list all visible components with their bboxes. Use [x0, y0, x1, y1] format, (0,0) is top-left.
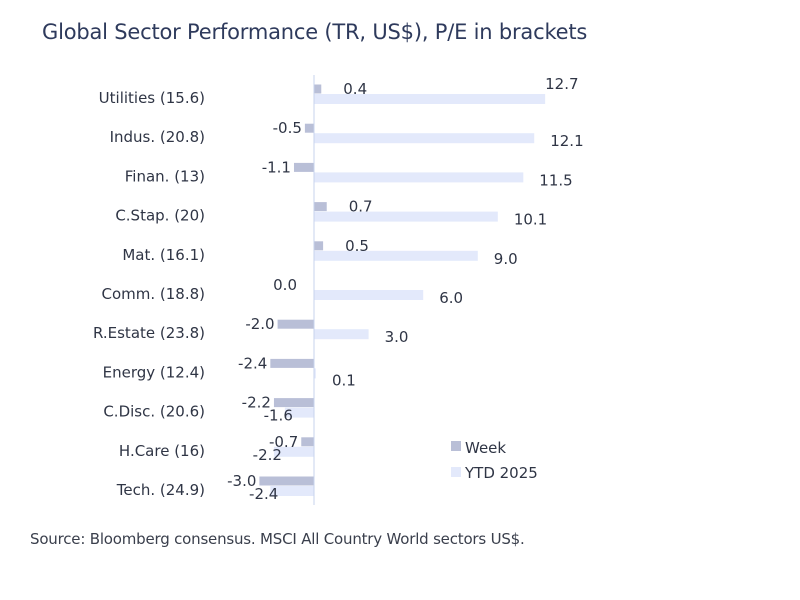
ytd-bars: [270, 94, 546, 496]
chart-legend: Week YTD 2025: [451, 439, 538, 482]
chart-title: Global Sector Performance (TR, US$), P/E…: [42, 20, 588, 44]
category-label-tech: Tech. (24.9): [116, 481, 205, 499]
ytd-value-label-tech: -2.4: [249, 485, 278, 503]
week-bar-restate: [277, 319, 314, 329]
week-bar-finan: [293, 162, 314, 172]
week-value-label-utilities: 0.4: [343, 80, 367, 98]
legend-label-ytd: YTD 2025: [464, 464, 538, 482]
legend-swatch-ytd: [451, 467, 461, 477]
source-note: Source: Bloomberg consensus. MSCI All Co…: [30, 530, 525, 548]
category-label-finan: Finan. (13): [125, 167, 205, 185]
value-labels: 0.4 12.7 -0.5 12.1 -1.1 11.5 0.7 10.1 0.5 9.0 0.0 6…: [227, 75, 584, 503]
week-value-label-mat: 0.5: [345, 237, 369, 255]
ytd-bar-restate: [314, 329, 369, 340]
category-label-cstap: C.Stap. (20): [115, 207, 205, 225]
ytd-bar-cstap: [314, 211, 498, 222]
ytd-value-label-restate: 3.0: [385, 328, 409, 346]
category-label-comm: Comm. (18.8): [101, 285, 205, 303]
week-value-label-tech: -3.0: [227, 472, 256, 490]
week-value-label-cdisc: -2.2: [242, 394, 271, 412]
category-label-indus: Indus. (20.8): [110, 128, 205, 146]
week-bars: [259, 84, 327, 486]
week-bar-indus: [304, 123, 314, 133]
ytd-value-label-utilities: 12.7: [545, 75, 578, 93]
category-label-restate: R.Estate (23.8): [93, 324, 205, 342]
category-label-energy: Energy (12.4): [103, 363, 205, 381]
ytd-bar-finan: [314, 172, 524, 183]
ytd-value-label-cstap: 10.1: [514, 211, 547, 229]
ytd-bar-cdisc: [284, 407, 314, 418]
ytd-value-label-indus: 12.1: [550, 132, 583, 150]
week-bar-cdisc: [273, 398, 314, 408]
ytd-bar-mat: [314, 250, 478, 261]
week-bar-mat: [314, 241, 324, 251]
ytd-bar-tech: [270, 486, 314, 496]
ytd-value-label-comm: 6.0: [439, 289, 463, 307]
week-bar-hcare: [301, 437, 314, 447]
week-value-label-cstap: 0.7: [349, 198, 373, 216]
week-value-label-restate: -2.0: [245, 315, 274, 333]
category-labels: Utilities (15.6) Indus. (20.8) Finan. (13)…: [93, 89, 205, 499]
ytd-value-label-finan: 11.5: [539, 171, 572, 189]
week-bar-cstap: [314, 202, 327, 212]
ytd-value-label-hcare: -2.2: [253, 446, 282, 464]
ytd-value-label-energy: 0.1: [332, 371, 356, 389]
ytd-value-label-mat: 9.0: [494, 250, 518, 268]
category-label-utilities: Utilities (15.6): [99, 89, 205, 107]
ytd-value-label-cdisc: -1.6: [264, 407, 293, 425]
week-bar-energy: [270, 358, 314, 368]
week-value-label-energy: -2.4: [238, 354, 267, 372]
week-bar-tech: [259, 476, 314, 486]
ytd-bar-indus: [314, 133, 535, 144]
week-value-label-hcare: -0.7: [269, 433, 298, 451]
legend-swatch-week: [451, 441, 461, 451]
legend-label-week: Week: [465, 439, 506, 457]
ytd-bar-comm: [314, 290, 424, 300]
category-label-mat: Mat. (16.1): [122, 246, 205, 264]
week-bar-utilities: [314, 84, 322, 94]
ytd-bar-energy: [314, 368, 316, 379]
week-value-label-comm: 0.0: [273, 276, 297, 294]
category-label-cdisc: C.Disc. (20.6): [103, 403, 205, 421]
category-label-hcare: H.Care (16): [119, 442, 205, 460]
ytd-bar-utilities: [314, 94, 546, 104]
ytd-bar-hcare: [273, 446, 314, 457]
week-value-label-indus: -0.5: [273, 119, 302, 137]
week-value-label-finan: -1.1: [262, 158, 291, 176]
